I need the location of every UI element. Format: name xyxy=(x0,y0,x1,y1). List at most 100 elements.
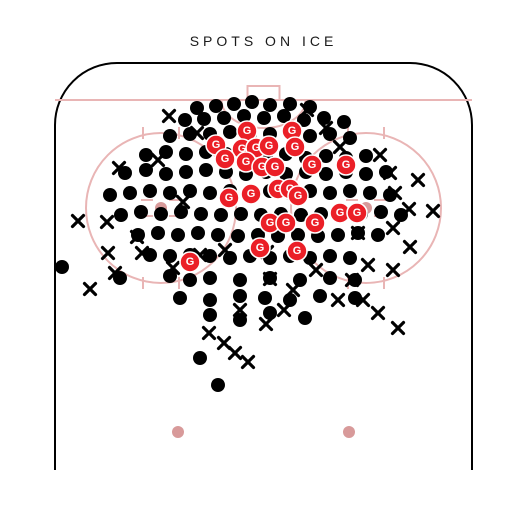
svg-text:G: G xyxy=(291,141,300,153)
shot-marker xyxy=(233,289,247,303)
shot-marker xyxy=(263,306,277,320)
shot-marker xyxy=(343,251,357,265)
shot-marker xyxy=(331,228,345,242)
shot-marker xyxy=(209,99,223,113)
shot-marker xyxy=(179,147,193,161)
shot-marker xyxy=(227,97,241,111)
goal-marker: G xyxy=(215,149,235,169)
shot-marker xyxy=(394,208,408,222)
shot-marker xyxy=(263,271,277,285)
shot-marker xyxy=(203,271,217,285)
shot-marker xyxy=(363,186,377,200)
shot-marker xyxy=(343,184,357,198)
shot-marker xyxy=(383,188,397,202)
shot-marker xyxy=(179,165,193,179)
shot-marker xyxy=(303,129,317,143)
svg-text:G: G xyxy=(342,159,351,171)
shot-marker xyxy=(233,273,247,287)
shot-marker xyxy=(211,228,225,242)
shot-marker xyxy=(178,113,192,127)
shot-marker xyxy=(113,271,127,285)
goal-marker: G xyxy=(305,213,325,233)
shot-marker xyxy=(159,145,173,159)
svg-text:G: G xyxy=(242,156,251,168)
shot-marker xyxy=(159,167,173,181)
shot-marker xyxy=(283,293,297,307)
svg-text:G: G xyxy=(266,217,275,229)
svg-text:G: G xyxy=(256,242,265,254)
shot-marker xyxy=(323,186,337,200)
shot-marker xyxy=(197,112,211,126)
shot-marker xyxy=(163,269,177,283)
goal-marker: G xyxy=(259,136,279,156)
shot-marker xyxy=(245,95,259,109)
shot-marker xyxy=(191,226,205,240)
shot-marker xyxy=(231,229,245,243)
shot-marker xyxy=(55,260,69,274)
svg-text:G: G xyxy=(308,159,317,171)
shot-marker xyxy=(313,289,327,303)
shot-marker xyxy=(183,273,197,287)
shot-marker xyxy=(234,207,248,221)
shot-marker xyxy=(163,129,177,143)
shot-marker xyxy=(323,249,337,263)
shot-marker xyxy=(223,251,237,265)
shot-marker xyxy=(211,378,225,392)
goal-marker: G xyxy=(250,238,270,258)
shot-marker xyxy=(199,163,213,177)
svg-text:G: G xyxy=(353,207,362,219)
svg-text:G: G xyxy=(282,217,291,229)
svg-text:G: G xyxy=(221,153,230,165)
shot-marker xyxy=(337,115,351,129)
shot-marker xyxy=(194,207,208,221)
goal-marker: G xyxy=(241,184,261,204)
shot-marker xyxy=(298,311,312,325)
goal-marker: G xyxy=(302,155,322,175)
shot-marker xyxy=(374,205,388,219)
shot-marker xyxy=(118,166,132,180)
shot-marker xyxy=(183,127,197,141)
shot-chart: GGGGGGGGGGGGGGGGGGGGGGGGGG xyxy=(0,0,527,527)
shot-marker xyxy=(123,186,137,200)
shot-marker xyxy=(359,167,373,181)
shot-marker xyxy=(154,207,168,221)
neutral-zone-dot xyxy=(172,426,184,438)
shot-marker xyxy=(258,291,272,305)
shot-marker xyxy=(163,186,177,200)
shot-marker xyxy=(134,205,148,219)
shot-marker xyxy=(214,208,228,222)
shot-marker xyxy=(317,111,331,125)
svg-text:G: G xyxy=(288,125,297,137)
goal-marker: G xyxy=(285,137,305,157)
shot-marker xyxy=(263,98,277,112)
shot-marker xyxy=(173,291,187,305)
shot-marker xyxy=(283,97,297,111)
shot-marker xyxy=(343,131,357,145)
goal-marker: G xyxy=(336,155,356,175)
shot-marker xyxy=(223,125,237,139)
svg-text:G: G xyxy=(336,207,345,219)
svg-text:G: G xyxy=(247,188,256,200)
shot-marker xyxy=(203,249,217,263)
chart-title: SPOTS ON ICE xyxy=(0,33,527,49)
shot-marker xyxy=(174,205,188,219)
shot-marker xyxy=(131,228,145,242)
shot-marker xyxy=(293,273,307,287)
shot-marker xyxy=(371,228,385,242)
neutral-zone-dot xyxy=(343,426,355,438)
goal-marker: G xyxy=(276,213,296,233)
shot-marker xyxy=(351,226,365,240)
shot-marker xyxy=(323,127,337,141)
goal-marker: G xyxy=(265,157,285,177)
shot-marker xyxy=(303,100,317,114)
shot-marker xyxy=(203,308,217,322)
shot-marker xyxy=(348,291,362,305)
svg-text:G: G xyxy=(294,190,303,202)
shot-marker xyxy=(257,111,271,125)
shot-marker xyxy=(103,188,117,202)
shot-marker xyxy=(143,248,157,262)
shot-marker xyxy=(114,208,128,222)
shot-marker xyxy=(217,111,231,125)
svg-text:G: G xyxy=(271,161,280,173)
svg-text:G: G xyxy=(311,217,320,229)
